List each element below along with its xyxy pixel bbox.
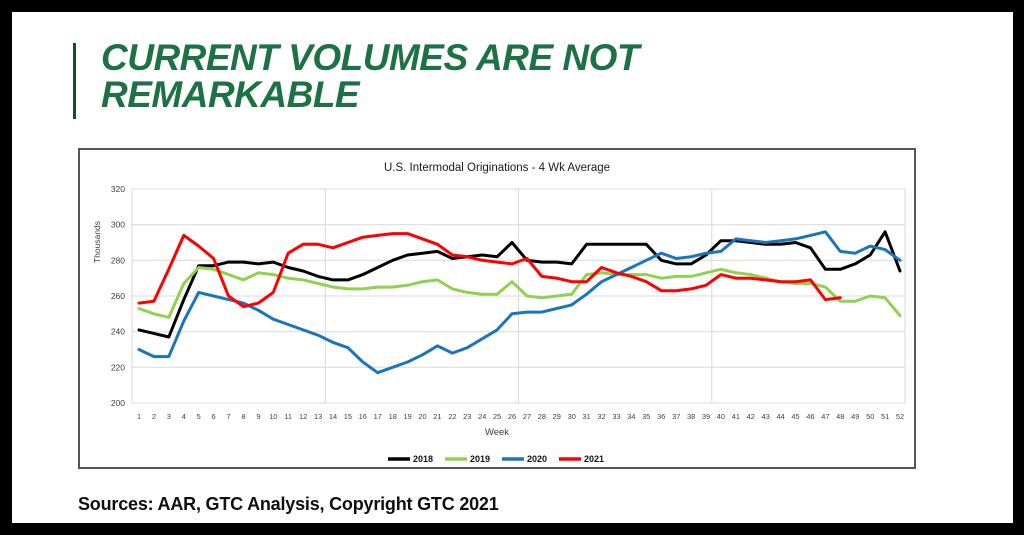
y-tick-label: 320: [111, 184, 125, 194]
x-tick-label: 49: [851, 412, 859, 421]
slide-title-line1: CURRENT VOLUMES ARE NOT: [101, 37, 640, 78]
x-tick-label: 23: [463, 412, 471, 421]
y-tick-label: 220: [111, 362, 125, 372]
x-tick-label: 48: [836, 412, 844, 421]
x-tick-label: 27: [523, 412, 531, 421]
x-axis-tick-labels: 1 2 3 4 5 6 7 8 9 10 11 12 13 14 15 16 17 18 19 20 21 22 23 24 2…: [137, 412, 904, 421]
x-tick-label: 10: [269, 412, 277, 421]
legend-label-2021: 2021: [584, 454, 604, 464]
x-tick-label: 5: [197, 412, 201, 421]
x-tick-label: 3: [167, 412, 171, 421]
x-tick-label: 40: [717, 412, 725, 421]
x-tick-label: 16: [359, 412, 367, 421]
x-tick-label: 50: [866, 412, 874, 421]
y-tick-label: 240: [111, 327, 125, 337]
x-tick-label: 52: [896, 412, 904, 421]
x-tick-label: 6: [212, 412, 216, 421]
x-tick-label: 31: [582, 412, 590, 421]
x-tick-label: 21: [433, 412, 441, 421]
x-tick-label: 1: [137, 412, 141, 421]
x-tick-label: 34: [627, 412, 635, 421]
gridlines: [131, 188, 906, 404]
x-tick-label: 42: [747, 412, 755, 421]
x-tick-label: 41: [732, 412, 740, 421]
x-tick-label: 36: [657, 412, 665, 421]
x-tick-label: 35: [642, 412, 650, 421]
x-tick-label: 20: [418, 412, 426, 421]
slide-title-line2: REMARKABLE: [101, 74, 360, 115]
chart-container: U.S. Intermodal Originations - 4 Wk Aver…: [78, 148, 916, 469]
x-tick-label: 11: [284, 412, 292, 421]
x-tick-label: 45: [791, 412, 799, 421]
x-tick-label: 15: [344, 412, 352, 421]
y-tick-label: 200: [111, 398, 125, 408]
x-tick-label: 25: [493, 412, 501, 421]
x-tick-label: 29: [553, 412, 561, 421]
legend-label-2019: 2019: [470, 454, 490, 464]
x-axis-title: Week: [485, 427, 509, 438]
x-tick-label: 22: [448, 412, 456, 421]
x-tick-label: 32: [597, 412, 605, 421]
x-tick-label: 33: [612, 412, 620, 421]
series-line-2021: [137, 232, 842, 309]
x-tick-label: 18: [389, 412, 397, 421]
x-tick-label: 8: [241, 412, 245, 421]
series-line-2020: [137, 230, 902, 375]
x-tick-label: 44: [776, 412, 784, 421]
x-tick-label: 9: [256, 412, 260, 421]
legend-label-2018: 2018: [413, 454, 433, 464]
x-tick-label: 13: [314, 412, 322, 421]
x-tick-label: 26: [508, 412, 516, 421]
chart-title: U.S. Intermodal Originations - 4 Wk Aver…: [384, 162, 610, 174]
chart-legend: 2018 2019 2020 2021: [388, 454, 604, 464]
x-tick-label: 4: [182, 412, 186, 421]
x-tick-label: 24: [478, 412, 486, 421]
y-axis-title: Thousands: [92, 221, 102, 263]
x-tick-label: 19: [403, 412, 411, 421]
title-accent-bar: [73, 43, 76, 119]
x-tick-label: 12: [299, 412, 307, 421]
x-tick-label: 17: [374, 412, 382, 421]
intermodal-line-chart: U.S. Intermodal Originations - 4 Wk Aver…: [92, 162, 906, 464]
data-series-lines: [137, 230, 902, 375]
x-tick-label: 43: [762, 412, 770, 421]
y-tick-label: 260: [111, 291, 125, 301]
x-tick-label: 51: [881, 412, 889, 421]
x-tick-label: 39: [702, 412, 710, 421]
x-tick-label: 37: [672, 412, 680, 421]
legend-label-2020: 2020: [527, 454, 547, 464]
x-tick-label: 7: [226, 412, 230, 421]
y-tick-label: 280: [111, 255, 125, 265]
slide-title: CURRENT VOLUMES ARE NOT REMARKABLE: [101, 39, 701, 113]
series-line-2018: [137, 230, 902, 339]
x-tick-label: 46: [806, 412, 814, 421]
x-tick-label: 2: [152, 412, 156, 421]
x-tick-label: 28: [538, 412, 546, 421]
x-tick-label: 14: [329, 412, 337, 421]
slide-canvas: CURRENT VOLUMES ARE NOT REMARKABLE U.S. I…: [12, 12, 1013, 523]
x-tick-label: 47: [821, 412, 829, 421]
y-axis-tick-labels: 320 300 280 260 240 220 200: [111, 184, 125, 408]
y-tick-label: 300: [111, 220, 125, 230]
series-line-2019: [137, 266, 902, 319]
x-tick-label: 30: [568, 412, 576, 421]
x-tick-label: 38: [687, 412, 695, 421]
sources-note: Sources: AAR, GTC Analysis, Copyright GT…: [78, 494, 499, 514]
